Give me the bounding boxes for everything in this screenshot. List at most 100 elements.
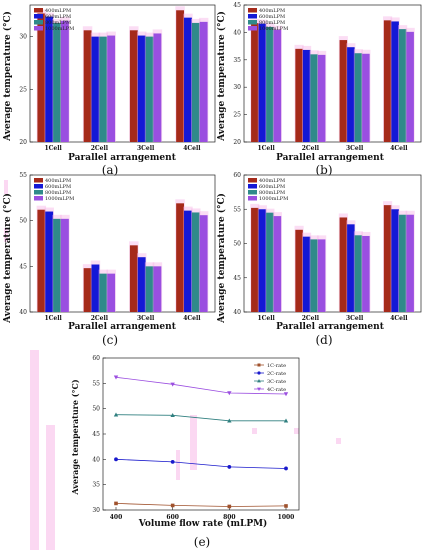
legend-swatch: [248, 184, 257, 189]
panel-d-caption: (d): [315, 333, 332, 347]
bar: [383, 205, 392, 312]
y-tick-label: 40: [92, 456, 100, 463]
panel-d: Average temperature (°C) Parallel arrang…: [216, 172, 422, 347]
x-tick-label: 800: [223, 514, 236, 521]
artifact-8: [336, 438, 341, 444]
bar: [91, 36, 100, 142]
panel-c-xlabel: Parallel arrangement: [68, 322, 177, 332]
y-tick-label: 60: [92, 355, 100, 362]
data-point: [113, 375, 119, 380]
series-line: [115, 503, 287, 507]
panel-a: Average temperature (°C) Parallel arrang…: [2, 4, 216, 177]
series-line: [115, 376, 287, 395]
data-point: [113, 412, 119, 417]
bar: [310, 54, 318, 142]
bar: [137, 257, 146, 312]
legend-swatch: [34, 190, 43, 195]
panel-c: Average temperature (°C) Parallel arrang…: [2, 172, 216, 347]
legend-swatch: [34, 14, 43, 19]
panel-e-caption: (e): [194, 535, 210, 549]
y-tick-label: 20: [233, 139, 241, 146]
legend-swatch: [34, 26, 43, 31]
plot-frame: [29, 4, 216, 143]
y-tick-label: 40: [19, 309, 27, 316]
panel-d-xlabel: Parallel arrangement: [276, 322, 385, 332]
y-tick-label: 30: [19, 34, 27, 41]
y-tick-label: 50: [92, 406, 100, 413]
bar: [258, 23, 267, 142]
legend-swatch: [34, 184, 43, 189]
x-tick-label: 1000: [278, 514, 295, 521]
bar: [310, 239, 318, 312]
bar: [302, 236, 311, 312]
legend-label: 600mLPM: [259, 184, 285, 190]
panel-a-ylabel: Average temperature (°C): [2, 11, 13, 142]
legend-swatch: [34, 178, 43, 183]
series-line: [115, 414, 286, 422]
panel-e-ylabel: Average temperature (°C): [70, 379, 80, 496]
bar: [347, 47, 355, 142]
x-tick-label: 400: [110, 514, 123, 521]
bar: [398, 29, 407, 142]
category-label: 2Cell: [91, 315, 109, 322]
legend-swatch: [248, 26, 257, 31]
artifact-7: [294, 428, 299, 434]
bar: [347, 224, 355, 312]
legend-label: 600mLPM: [45, 14, 71, 20]
artifact-0: [30, 350, 39, 550]
legend-label: 800mLPM: [45, 20, 71, 26]
panel-c-caption: (c): [102, 333, 118, 347]
y-tick-label: 55: [233, 206, 241, 213]
category-label: 2Cell: [302, 145, 320, 152]
legend-label: 1000mLPM: [259, 26, 288, 32]
legend-label: 1C-rate: [267, 363, 286, 369]
legend-marker: [257, 371, 261, 375]
legend-label: 400mLPM: [45, 8, 71, 14]
bar: [391, 209, 399, 312]
plot-frame: [29, 174, 216, 313]
y-tick-label: 55: [19, 172, 27, 179]
bar: [273, 216, 282, 312]
panel-b: Average temperature (°C) Parallel arrang…: [216, 2, 422, 177]
bar: [406, 214, 414, 312]
y-tick-label: 30: [233, 84, 241, 91]
category-label: 4Cell: [183, 315, 201, 322]
legend-label: 600mLPM: [259, 14, 285, 20]
legend-marker: [257, 387, 261, 391]
bar: [176, 10, 185, 143]
legend-swatch: [248, 8, 257, 13]
bar: [251, 207, 259, 312]
legend-label: 400mLPM: [259, 178, 285, 184]
bar: [398, 214, 407, 312]
bar: [45, 211, 54, 312]
category-label: 1Cell: [257, 145, 275, 152]
artifact-2: [190, 415, 197, 470]
y-tick-label: 25: [19, 86, 27, 93]
bar: [302, 49, 311, 142]
category-label: 3Cell: [137, 145, 155, 152]
bar: [83, 268, 92, 312]
bar: [107, 35, 116, 142]
bar: [129, 245, 138, 312]
category-label: 4Cell: [390, 315, 408, 322]
bar: [199, 215, 208, 312]
bar: [354, 53, 363, 142]
y-tick-label: 25: [233, 112, 241, 119]
data-point: [114, 501, 118, 506]
bar: [107, 273, 116, 312]
bar: [273, 29, 282, 142]
bar: [295, 229, 303, 312]
y-tick-label: 35: [92, 482, 100, 489]
plot-frame: [243, 4, 422, 143]
data-point: [170, 412, 175, 417]
y-tick-label: 45: [19, 263, 27, 270]
bar: [191, 212, 200, 312]
legend-label: 2C-rate: [267, 371, 286, 377]
bar: [60, 218, 69, 312]
legend-label: 1000mLPM: [45, 196, 74, 202]
data-point: [284, 504, 288, 508]
category-label: 4Cell: [390, 145, 408, 152]
bar: [339, 217, 348, 312]
category-label: 4Cell: [183, 145, 201, 152]
